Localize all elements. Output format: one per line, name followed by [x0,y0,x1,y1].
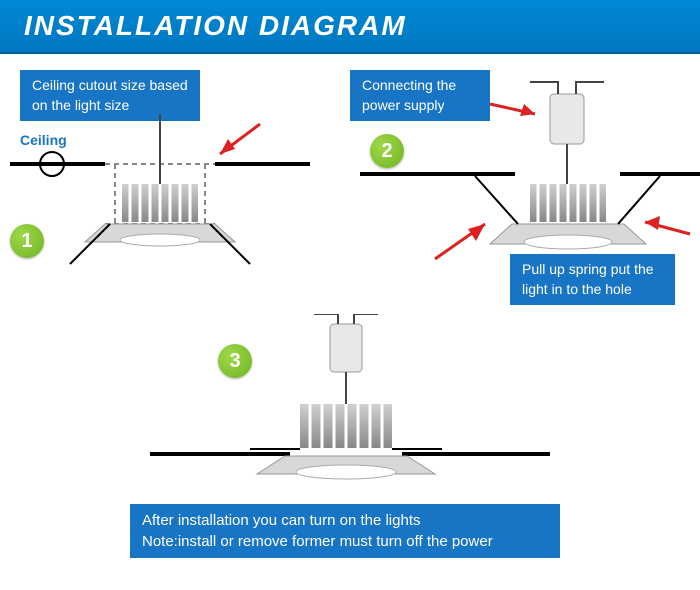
step3-caption-line2: Note:install or remove former must turn … [142,531,548,552]
arrow-icon [645,216,690,234]
heatsink-icon [530,184,606,222]
step3-diagram [150,314,550,514]
arrow-icon [435,224,485,259]
step2-diagram [360,74,700,304]
arrow-icon [220,124,260,154]
diagram-area: Ceiling cutout size based on the light s… [0,54,700,588]
heatsink-icon [122,184,198,222]
header-title: INSTALLATION DIAGRAM [0,0,700,54]
step1-diagram [10,114,310,294]
heatsink-icon [300,404,392,448]
arrow-icon [490,104,535,116]
